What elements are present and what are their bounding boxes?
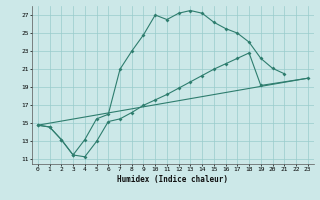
X-axis label: Humidex (Indice chaleur): Humidex (Indice chaleur) bbox=[117, 175, 228, 184]
